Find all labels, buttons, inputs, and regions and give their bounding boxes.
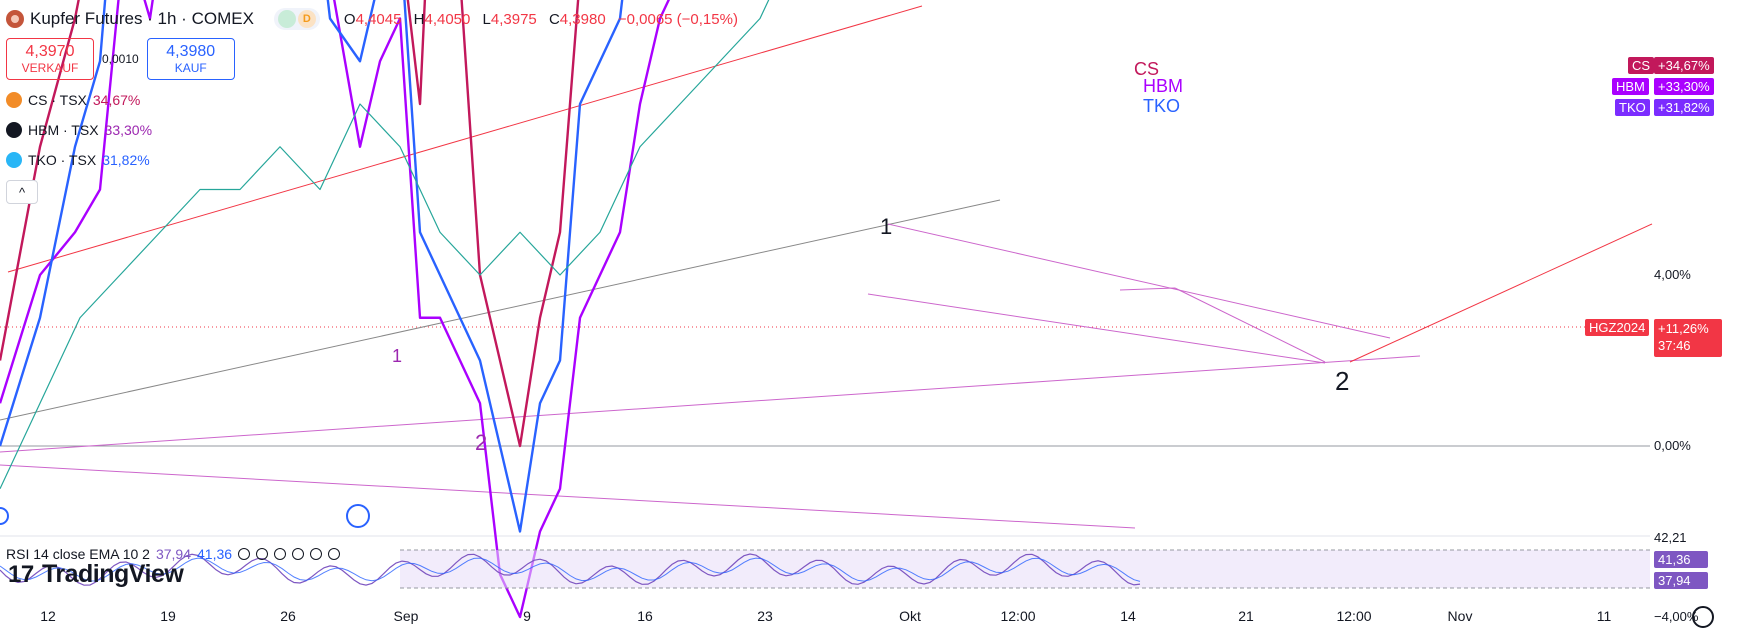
wave-2-label: 2 [1335, 366, 1349, 396]
buy-button[interactable]: 4,3980 KAUF [146, 38, 235, 80]
cs-tag: CS [1628, 57, 1655, 74]
chevron-up-icon: ^ [18, 184, 26, 200]
delayed-badge: D [297, 10, 316, 28]
hidden-value-icon [238, 548, 251, 560]
collapse-legend-button[interactable]: ^ [6, 180, 38, 204]
wedge-upper-line [887, 223, 1391, 339]
upper-red-trendline [7, 5, 923, 273]
time-axis-label: 21 [1238, 608, 1254, 624]
hbm-line-label: HBM [1143, 76, 1183, 96]
market-status-icon [277, 10, 296, 28]
time-axis-label: 14 [1120, 608, 1136, 624]
sell-button[interactable]: 4,3970 VERKAUF [6, 38, 94, 80]
wave-2-small-label: 2 [475, 430, 487, 455]
time-axis-label: Okt [899, 608, 921, 624]
time-axis-label: 16 [637, 608, 653, 624]
time-axis-label: 23 [757, 608, 773, 624]
wave-1-small-label: 1 [392, 346, 402, 366]
tradingview-logo-icon: 17 [8, 561, 34, 588]
time-axis-label: 12:00 [1336, 608, 1372, 624]
time-axis-label: 12 [40, 608, 56, 624]
rsi-line [0, 553, 1141, 586]
symbol-title[interactable]: Kupfer Futures · 1h · COMEX [30, 9, 254, 28]
time-axis-label: 11 [1596, 608, 1612, 624]
trade-panel: 4,3970 VERKAUF 0,0010 4,3980 KAUF [6, 38, 235, 80]
time-axis-label: 9 [523, 608, 531, 624]
cs-line-label: CS [1134, 59, 1159, 79]
copper-symbol-icon [6, 10, 24, 28]
base-purple-trendline [0, 355, 1421, 453]
series-line-tko [0, 0, 624, 533]
hidden-value-icon [310, 548, 323, 560]
tko-line-label: TKO [1143, 96, 1180, 116]
projection-red-line [1349, 223, 1653, 363]
go-to-date-icon[interactable] [346, 504, 370, 528]
price-axis-label: 0,00% [1654, 438, 1691, 453]
chart-header: Kupfer Futures · 1h · COMEX D O4,4045 H4… [6, 8, 746, 30]
hidden-value-icon [328, 548, 341, 560]
hbm-logo-icon [6, 122, 22, 138]
legend-cs[interactable]: CS · TSX 34,67% [6, 92, 140, 108]
cs-logo-icon [6, 92, 22, 108]
hidden-value-icon [256, 548, 269, 560]
rsi-band [400, 550, 1650, 588]
hgz-symbol-tag: HGZ2024 [1585, 319, 1650, 336]
nav-edge-icon [0, 507, 9, 525]
wedge-lower-line [867, 293, 1326, 364]
time-axis-label: 19 [160, 608, 176, 624]
cs-value-tag: +34,67% [1654, 57, 1714, 74]
time-axis-label: Nov [1447, 608, 1473, 624]
time-axis-label: 12:00 [1000, 608, 1036, 624]
hidden-value-icon [292, 548, 305, 560]
rsi-tag-2: 37,94 [1654, 572, 1708, 589]
series-line-hbm [0, 0, 670, 619]
projection-leg-1 [1119, 287, 1176, 291]
tko-logo-icon [6, 152, 22, 168]
hidden-value-icon [274, 548, 287, 560]
tko-tag: TKO [1615, 99, 1650, 116]
series-line-hgz2024 [0, 0, 770, 490]
rsi-ema-line [0, 557, 1141, 582]
hbm-tag: HBM [1612, 78, 1649, 95]
hbm-value-tag: +33,30% [1654, 78, 1714, 95]
time-axis-label: 26 [280, 608, 296, 624]
price-axis-label: −4,00% [1654, 609, 1699, 624]
rsi-legend[interactable]: RSI 14 close EMA 10 2 37,94 41,36 [6, 546, 341, 562]
grey-trendline [0, 199, 1001, 421]
settings-gear-icon[interactable] [1692, 606, 1714, 628]
status-pill[interactable]: D [273, 8, 320, 30]
tradingview-logo[interactable]: 17 TradingView [8, 560, 184, 588]
lower-purple-trendline [0, 464, 1136, 529]
rsi-axis-top: 42,21 [1654, 530, 1687, 545]
wave-1-label: 1 [880, 214, 892, 239]
hgz-price-tag: +11,26% 37:46 [1654, 319, 1722, 357]
rsi-tag-1: 41,36 [1654, 551, 1708, 568]
ohlc-values: O4,4045 H4,4050 L4,3975 C4,3980 −0,0065 … [343, 10, 738, 28]
legend-tko[interactable]: TKO · TSX 31,82% [6, 152, 150, 168]
price-change: −0,0065 (−0,15%) [617, 10, 738, 28]
price-axis-label: 4,00% [1654, 267, 1691, 282]
legend-hbm[interactable]: HBM · TSX 33,30% [6, 122, 152, 138]
tko-value-tag: +31,82% [1654, 99, 1714, 116]
time-axis-label: Sep [393, 608, 419, 624]
spread-value: 0,0010 [102, 52, 139, 66]
projection-leg-2 [1174, 287, 1326, 363]
